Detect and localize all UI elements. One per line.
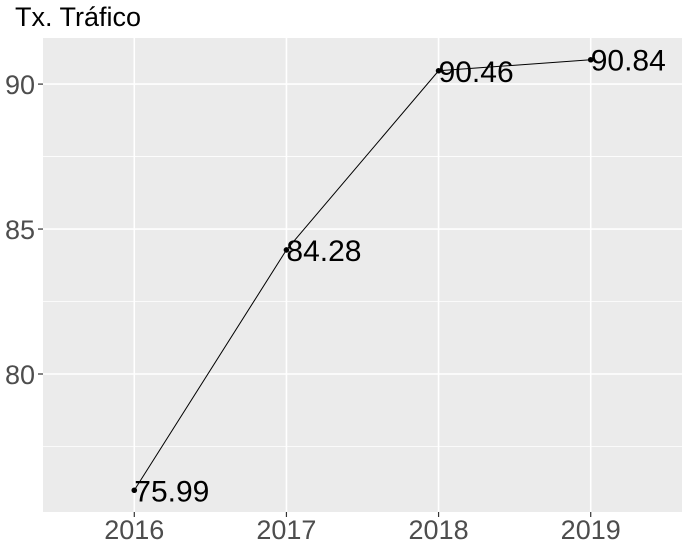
data-labels: 75.99 84.28 90.46 90.84 <box>134 45 666 509</box>
series <box>133 59 591 491</box>
y-tick-label: 90 <box>5 70 35 100</box>
data-point <box>435 67 442 74</box>
grid-major <box>43 38 682 512</box>
y-axis: 80 85 90 <box>5 70 43 390</box>
data-label: 84.28 <box>286 235 361 268</box>
grid-minor <box>43 156 682 447</box>
data-label: 90.46 <box>439 56 514 89</box>
data-label: 90.84 <box>591 45 666 78</box>
data-point <box>587 56 594 63</box>
x-tick-label: 2017 <box>256 515 316 545</box>
data-label: 75.99 <box>134 475 209 508</box>
x-tick-label: 2016 <box>104 515 164 545</box>
data-point <box>131 487 138 494</box>
x-axis: 2016 2017 2018 2019 <box>104 512 621 545</box>
chart-title: Tx. Tráfico <box>15 2 142 32</box>
data-points <box>131 56 594 494</box>
data-point <box>283 247 290 253</box>
y-tick-label: 80 <box>5 360 35 390</box>
x-tick-label: 2019 <box>561 515 621 545</box>
x-tick-label: 2018 <box>409 515 469 545</box>
series-line <box>133 59 591 491</box>
plot-panel <box>43 38 682 512</box>
y-tick-label: 85 <box>5 215 35 245</box>
